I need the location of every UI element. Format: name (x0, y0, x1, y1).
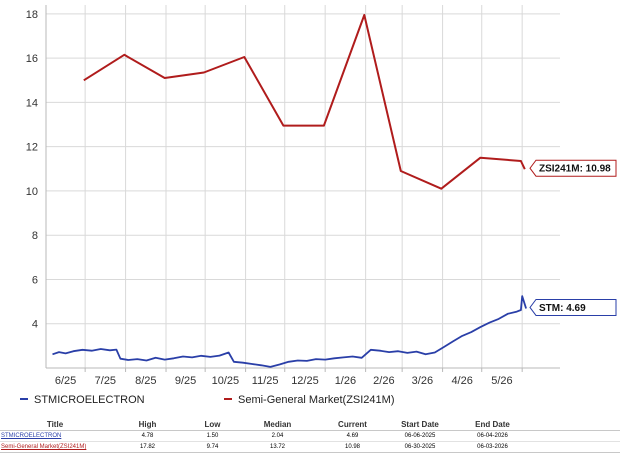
y-tick-label: 4 (32, 319, 38, 331)
legend-label: Semi-General Market(ZSI241M) (238, 394, 395, 406)
semi-market-series-line (83, 14, 526, 190)
callout-label: ZSI241M: 10.98 (539, 164, 611, 175)
stats-header-row: Title High Low Median Current Start Date… (0, 419, 620, 431)
row-end-date: 06-03-2026 (450, 441, 535, 453)
row-median: 2.04 (240, 430, 315, 442)
table-row: STMICROELECTRON 4.78 1.50 2.04 4.69 06-0… (0, 430, 620, 442)
x-tick-label: 10/25 (212, 375, 240, 387)
row-median: 13.72 (240, 441, 315, 453)
y-tick-label: 10 (26, 186, 38, 198)
header-current: Current (315, 419, 390, 431)
callout-box (529, 298, 617, 316)
row-spacer (535, 430, 620, 442)
x-tick-label: 11/25 (252, 375, 279, 387)
row-high: 4.78 (110, 430, 185, 442)
header-end-date: End Date (450, 419, 535, 431)
callout-box (529, 159, 617, 177)
x-axis: 6/25 7/25 8/25 9/25 10/25 11/25 12/25 1/26 2/26 3… (46, 367, 560, 387)
row-high: 17.82 (110, 441, 185, 453)
zsi-callout: ZSI241M: 10.98 (529, 159, 617, 177)
row-title-link[interactable]: Semi-General Market(ZSI241M) (0, 441, 110, 453)
header-high: High (110, 419, 185, 431)
header-title: Title (0, 419, 110, 431)
x-tick-label: 8/25 (135, 375, 156, 387)
x-tick-label: 12/25 (291, 375, 319, 387)
x-tick-label: 2/26 (373, 375, 394, 387)
y-tick-label: 8 (32, 230, 38, 242)
y-tick-label: 18 (26, 9, 38, 21)
x-tick-label: 5/26 (491, 375, 512, 387)
x-tick-label: 9/25 (175, 375, 196, 387)
table-row: Semi-General Market(ZSI241M) 17.82 9.74 … (0, 441, 620, 453)
stm-series-line (52, 295, 527, 368)
legend-item-stm: STMICROELECTRON (20, 394, 145, 406)
x-tick-label: 6/25 (55, 375, 76, 387)
header-spacer (535, 419, 620, 431)
row-spacer (535, 441, 620, 453)
y-tick-label: 12 (26, 142, 38, 154)
y-tick-label: 16 (26, 53, 38, 65)
legend-item-zsi: Semi-General Market(ZSI241M) (224, 394, 395, 406)
x-tick-label: 7/25 (95, 375, 116, 387)
chart-background (0, 0, 620, 415)
legend-label: STMICROELECTRON (34, 394, 145, 406)
x-tick-label: 3/26 (412, 375, 433, 387)
row-current: 4.69 (315, 430, 390, 442)
row-title-link[interactable]: STMICROELECTRON (0, 430, 110, 442)
y-tick-label: 6 (32, 274, 38, 286)
y-axis: 4 6 8 10 12 14 16 18 (26, 5, 47, 368)
header-start-date: Start Date (390, 419, 450, 431)
callouts: ZSI241M: 10.98 STM: 4.69 (529, 159, 617, 316)
series-layer (52, 14, 527, 368)
callout-label: STM: 4.69 (539, 303, 586, 314)
stm-callout: STM: 4.69 (529, 298, 617, 316)
row-start-date: 06-30-2025 (390, 441, 450, 453)
row-low: 1.50 (185, 430, 240, 442)
chart-area: 4 6 8 10 12 14 16 18 6/25 7/25 8/25 9/25 10/25 11/25… (0, 0, 620, 415)
stats-table: Title High Low Median Current Start Date… (0, 419, 620, 453)
x-tick-label: 1/26 (335, 375, 356, 387)
y-tick-label: 14 (26, 97, 38, 109)
header-median: Median (240, 419, 315, 431)
line-chart: 4 6 8 10 12 14 16 18 6/25 7/25 8/25 9/25 10/25 11/25… (0, 0, 620, 415)
row-current: 10.98 (315, 441, 390, 453)
row-end-date: 06-04-2026 (450, 430, 535, 442)
legend: STMICROELECTRON Semi-General Market(ZSI24… (20, 394, 395, 406)
header-low: Low (185, 419, 240, 431)
row-low: 9.74 (185, 441, 240, 453)
row-start-date: 06-06-2025 (390, 430, 450, 442)
x-tick-label: 4/26 (451, 375, 472, 387)
